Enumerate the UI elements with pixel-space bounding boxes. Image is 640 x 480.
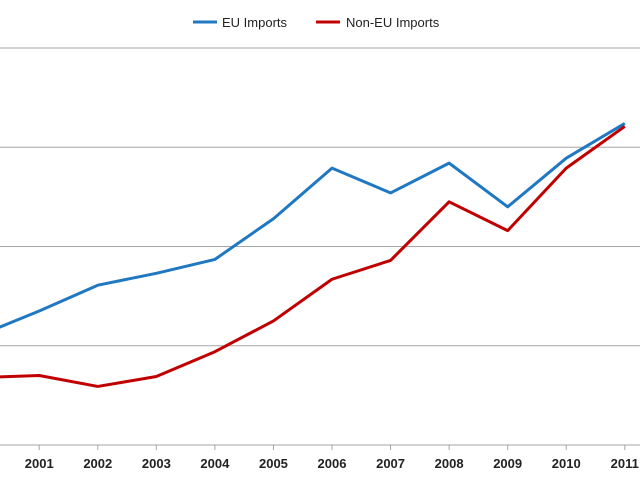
x-tick-label: 2008	[435, 456, 464, 471]
series-line-non-eu	[0, 125, 626, 388]
x-tick-label: 2011	[611, 456, 639, 471]
x-tick-label: 2007	[376, 456, 405, 471]
x-tick-label: 2004	[200, 456, 230, 471]
series-lines	[0, 122, 626, 388]
x-tick-label: 2002	[83, 456, 112, 471]
x-axis: 2001 2002 2003 2004 2005 2006 2007 2008 2009 2010…	[0, 444, 640, 471]
legend-label-non-eu: Non-EU Imports	[346, 15, 440, 30]
x-tick-label: 2009	[493, 456, 522, 471]
x-tick-label: 2003	[142, 456, 171, 471]
legend: EU Imports Non-EU Imports	[193, 15, 440, 30]
x-tick-label: 2006	[318, 456, 347, 471]
legend-label-eu: EU Imports	[222, 15, 288, 30]
x-tick-label: 2010	[552, 456, 581, 471]
x-tick-label: 2005	[259, 456, 288, 471]
gridlines	[0, 47, 640, 347]
x-tick-label: 2001	[25, 456, 54, 471]
series-line-eu	[0, 122, 626, 329]
